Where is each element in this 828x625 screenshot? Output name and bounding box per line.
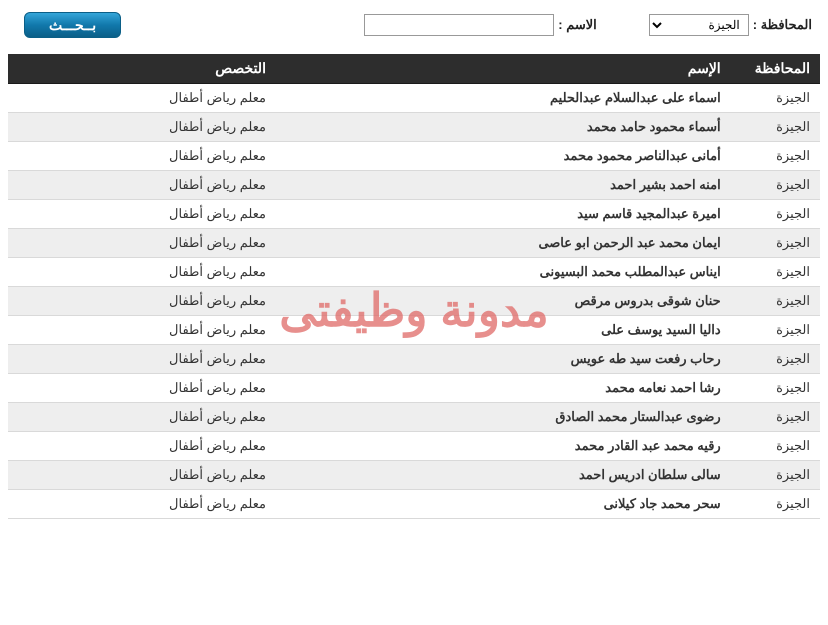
governorate-label: المحافظة : <box>753 17 812 33</box>
cell-name: امنه احمد بشير احمد <box>276 171 731 200</box>
table-row: الجيزةسالى سلطان ادريس احمدمعلم رياض أطف… <box>8 461 820 490</box>
cell-governorate: الجيزة <box>731 84 820 113</box>
cell-name: اسماء على عبدالسلام عبدالحليم <box>276 84 731 113</box>
cell-name: رشا احمد نعامه محمد <box>276 374 731 403</box>
name-input[interactable] <box>364 14 554 36</box>
cell-governorate: الجيزة <box>731 258 820 287</box>
cell-specialization: معلم رياض أطفال <box>8 200 276 229</box>
cell-specialization: معلم رياض أطفال <box>8 84 276 113</box>
table-row: الجيزةايمان محمد عبد الرحمن ابو عاصىمعلم… <box>8 229 820 258</box>
cell-governorate: الجيزة <box>731 142 820 171</box>
cell-specialization: معلم رياض أطفال <box>8 490 276 519</box>
search-button[interactable]: بــحـــث <box>24 12 121 38</box>
cell-name: ايناس عبدالمطلب محمد البسيونى <box>276 258 731 287</box>
cell-specialization: معلم رياض أطفال <box>8 142 276 171</box>
governorate-select[interactable]: الجيزة <box>649 14 749 36</box>
cell-name: سالى سلطان ادريس احمد <box>276 461 731 490</box>
cell-name: ايمان محمد عبد الرحمن ابو عاصى <box>276 229 731 258</box>
cell-governorate: الجيزة <box>731 345 820 374</box>
governorate-filter-group: الجيزة المحافظة : <box>649 14 812 36</box>
cell-governorate: الجيزة <box>731 403 820 432</box>
cell-specialization: معلم رياض أطفال <box>8 345 276 374</box>
col-header-governorate: المحافظة <box>731 54 820 84</box>
name-filter-group: الاسم : <box>364 14 597 36</box>
table-row: الجيزةايناس عبدالمطلب محمد البسيونىمعلم … <box>8 258 820 287</box>
cell-governorate: الجيزة <box>731 316 820 345</box>
cell-name: رقيه محمد عبد القادر محمد <box>276 432 731 461</box>
table-body: الجيزةاسماء على عبدالسلام عبدالحليممعلم … <box>8 84 820 519</box>
cell-specialization: معلم رياض أطفال <box>8 432 276 461</box>
cell-governorate: الجيزة <box>731 461 820 490</box>
table-row: الجيزةرضوى عبدالستار محمد الصادقمعلم ريا… <box>8 403 820 432</box>
cell-name: رضوى عبدالستار محمد الصادق <box>276 403 731 432</box>
cell-governorate: الجيزة <box>731 490 820 519</box>
table-row: الجيزةاميرة عبدالمجيد قاسم سيدمعلم رياض … <box>8 200 820 229</box>
cell-governorate: الجيزة <box>731 374 820 403</box>
cell-specialization: معلم رياض أطفال <box>8 461 276 490</box>
col-header-specialization: التخصص <box>8 54 276 84</box>
cell-governorate: الجيزة <box>731 432 820 461</box>
cell-specialization: معلم رياض أطفال <box>8 287 276 316</box>
filter-bar: بــحـــث الاسم : الجيزة المحافظة : <box>8 8 820 54</box>
table-row: الجيزةرحاب رفعت سيد طه عويسمعلم رياض أطف… <box>8 345 820 374</box>
name-label: الاسم : <box>558 17 597 33</box>
cell-name: أسماء محمود حامد محمد <box>276 113 731 142</box>
cell-specialization: معلم رياض أطفال <box>8 113 276 142</box>
cell-governorate: الجيزة <box>731 200 820 229</box>
table-header-row: المحافظة الإسم التخصص <box>8 54 820 84</box>
col-header-name: الإسم <box>276 54 731 84</box>
cell-specialization: معلم رياض أطفال <box>8 258 276 287</box>
table-row: الجيزةرقيه محمد عبد القادر محمدمعلم رياض… <box>8 432 820 461</box>
cell-specialization: معلم رياض أطفال <box>8 316 276 345</box>
cell-name: داليا السيد يوسف على <box>276 316 731 345</box>
cell-name: اميرة عبدالمجيد قاسم سيد <box>276 200 731 229</box>
table-row: الجيزةأسماء محمود حامد محمدمعلم رياض أطف… <box>8 113 820 142</box>
cell-governorate: الجيزة <box>731 287 820 316</box>
results-table: المحافظة الإسم التخصص الجيزةاسماء على عب… <box>8 54 820 519</box>
table-row: الجيزةامنه احمد بشير احمدمعلم رياض أطفال <box>8 171 820 200</box>
cell-specialization: معلم رياض أطفال <box>8 171 276 200</box>
results-wrapper: المحافظة الإسم التخصص الجيزةاسماء على عب… <box>8 54 820 519</box>
cell-specialization: معلم رياض أطفال <box>8 229 276 258</box>
table-row: الجيزةأمانى عبدالناصر محمود محمدمعلم ريا… <box>8 142 820 171</box>
table-row: الجيزةسحر محمد جاد كيلانىمعلم رياض أطفال <box>8 490 820 519</box>
table-row: الجيزةاسماء على عبدالسلام عبدالحليممعلم … <box>8 84 820 113</box>
cell-name: أمانى عبدالناصر محمود محمد <box>276 142 731 171</box>
cell-governorate: الجيزة <box>731 229 820 258</box>
table-row: الجيزةداليا السيد يوسف علىمعلم رياض أطفا… <box>8 316 820 345</box>
cell-governorate: الجيزة <box>731 113 820 142</box>
cell-name: حنان شوقى بدروس مرقص <box>276 287 731 316</box>
table-row: الجيزةحنان شوقى بدروس مرقصمعلم رياض أطفا… <box>8 287 820 316</box>
table-row: الجيزةرشا احمد نعامه محمدمعلم رياض أطفال <box>8 374 820 403</box>
cell-name: رحاب رفعت سيد طه عويس <box>276 345 731 374</box>
cell-governorate: الجيزة <box>731 171 820 200</box>
cell-specialization: معلم رياض أطفال <box>8 374 276 403</box>
cell-specialization: معلم رياض أطفال <box>8 403 276 432</box>
cell-name: سحر محمد جاد كيلانى <box>276 490 731 519</box>
